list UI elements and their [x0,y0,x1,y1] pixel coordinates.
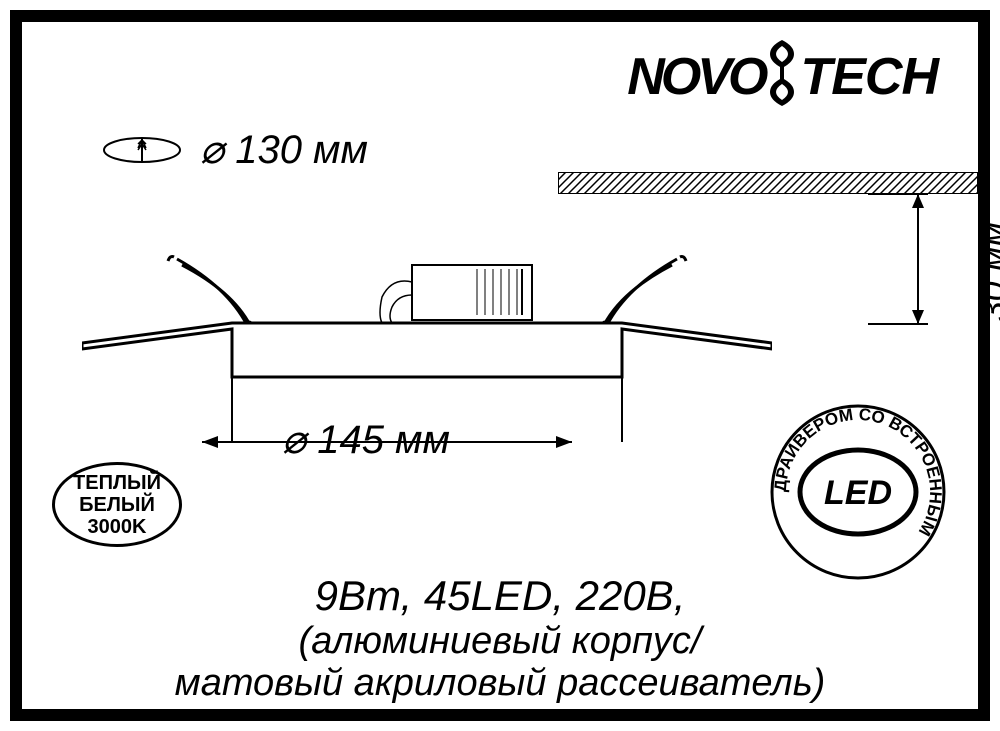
warm-line3: 3000K [73,516,161,538]
spec-line-3: матовый акриловый рассеиватель) [22,662,978,705]
ceiling-section [558,172,978,194]
brand-right: TECH [800,47,938,107]
dimension-30mm [868,194,938,329]
led-driver-badge: LED ДРАЙВЕРОМ СО ВСТРОЕННЫМ [768,402,948,582]
led-ring-text: ДРАЙВЕРОМ СО ВСТРОЕННЫМ [771,405,945,539]
led-center-text: LED [824,474,892,512]
dimension-145mm-label: ⌀ 145 мм [282,417,450,463]
hole-icon [102,136,182,164]
warm-white-badge: ТЕПЛЫЙ БЕЛЫЙ 3000K [52,462,182,547]
warm-line2: БЕЛЫЙ [73,494,161,516]
svg-text:ДРАЙВЕРОМ СО ВСТРОЕННЫМ: ДРАЙВЕРОМ СО ВСТРОЕННЫМ [771,405,945,539]
spec-line-1: 9Вт, 45LED, 220В, [22,572,978,620]
clover-icon [762,38,802,108]
spec-line-2: (алюминиевый корпус/ [22,620,978,663]
outer-frame: NOVO TECH [10,10,990,721]
brand-logo: NOVO TECH [627,42,938,112]
dimension-30mm-label: 30 мм [972,222,1000,321]
page: NOVO TECH [0,0,1000,731]
brand-left: NOVO [627,47,764,107]
warm-line1: ТЕПЛЫЙ [73,472,161,494]
cutout-spec: ⌀ 130 мм [102,127,368,173]
diagram-canvas: NOVO TECH [22,22,978,709]
cutout-label: ⌀ 130 мм [200,127,368,173]
